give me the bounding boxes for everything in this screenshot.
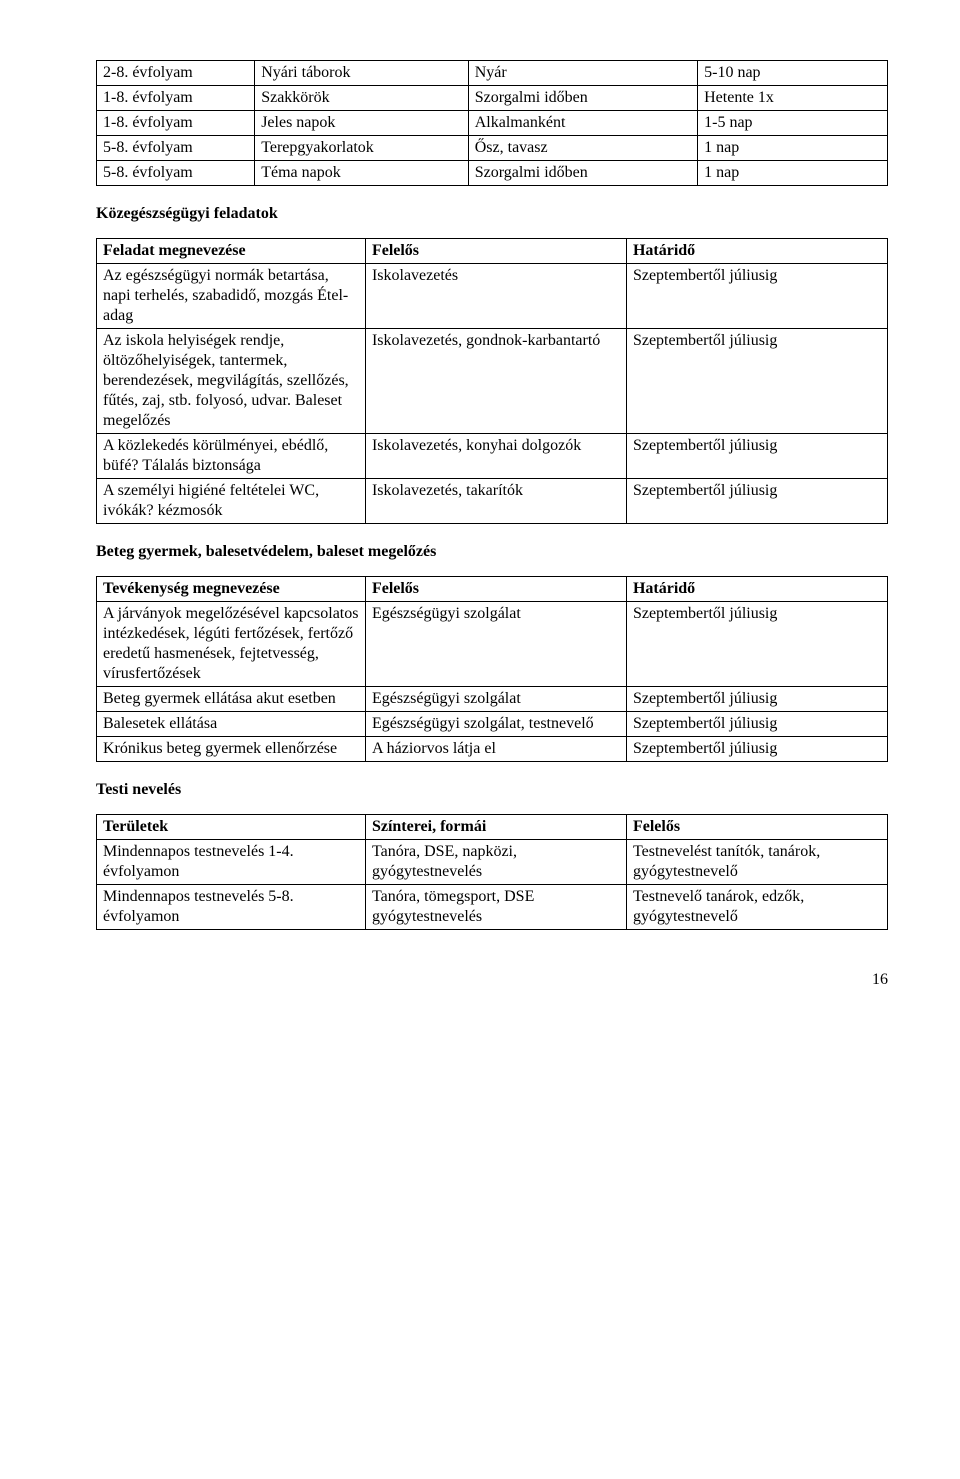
table-row: Mindennapos testnevelés 5-8. évfolyamon …	[97, 885, 888, 930]
cell: Iskolavezetés, gondnok-karbantartó	[365, 329, 626, 434]
physical-education-table: Területek Színterei, formái Felelős Mind…	[96, 814, 888, 930]
section-title-health-tasks: Közegészségügyi feladatok	[96, 204, 888, 224]
table-header: Tevékenység megnevezése Felelős Határidő	[97, 577, 888, 602]
cell: 1-5 nap	[698, 111, 888, 136]
header-cell: Felelős	[365, 577, 626, 602]
cell: Terepgyakorlatok	[255, 136, 469, 161]
cell: Szorgalmi időben	[468, 161, 697, 186]
cell: 1-8. évfolyam	[97, 111, 255, 136]
cell: Nyár	[468, 61, 697, 86]
cell: Krónikus beteg gyermek ellenőrzése	[97, 737, 366, 762]
page-number: 16	[96, 970, 888, 990]
cell: Egészségügyi szolgálat, testnevelő	[365, 712, 626, 737]
cell: 5-10 nap	[698, 61, 888, 86]
cell: Ősz, tavasz	[468, 136, 697, 161]
cell: Balesetek ellátása	[97, 712, 366, 737]
cell: Szeptembertől júliusig	[626, 329, 887, 434]
sick-child-table: Tevékenység megnevezése Felelős Határidő…	[96, 576, 888, 762]
cell: Szeptembertől júliusig	[626, 712, 887, 737]
header-cell: Határidő	[626, 239, 887, 264]
cell: 1 nap	[698, 161, 888, 186]
header-cell: Tevékenység megnevezése	[97, 577, 366, 602]
cell: Szeptembertől júliusig	[626, 737, 887, 762]
table-row: 2-8. évfolyam Nyári táborok Nyár 5-10 na…	[97, 61, 888, 86]
cell: Az egészségügyi normák betartása, napi t…	[97, 264, 366, 329]
table-row: Mindennapos testnevelés 1-4. évfolyamon …	[97, 840, 888, 885]
header-cell: Feladat megnevezése	[97, 239, 366, 264]
table-row: Az egészségügyi normák betartása, napi t…	[97, 264, 888, 329]
header-cell: Határidő	[626, 577, 887, 602]
table-row: 5-8. évfolyam Téma napok Szorgalmi időbe…	[97, 161, 888, 186]
grade-activities-table: 2-8. évfolyam Nyári táborok Nyár 5-10 na…	[96, 60, 888, 186]
header-cell: Területek	[97, 815, 366, 840]
cell: Jeles napok	[255, 111, 469, 136]
cell: Iskolavezetés, takarítók	[365, 479, 626, 524]
cell: A járványok megelőzésével kapcsolatos in…	[97, 602, 366, 687]
cell: Téma napok	[255, 161, 469, 186]
cell: Szeptembertől júliusig	[626, 479, 887, 524]
cell: Szeptembertől júliusig	[626, 264, 887, 329]
table-row: A közlekedés körülményei, ebédlő, büfé? …	[97, 434, 888, 479]
table-row: Az iskola helyiségek rendje, öltözőhelyi…	[97, 329, 888, 434]
table-row: A járványok megelőzésével kapcsolatos in…	[97, 602, 888, 687]
cell: Tanóra, tömegsport, DSE gyógytestnevelés	[365, 885, 626, 930]
cell: Beteg gyermek ellátása akut esetben	[97, 687, 366, 712]
cell: A közlekedés körülményei, ebédlő, büfé? …	[97, 434, 366, 479]
cell: Mindennapos testnevelés 5-8. évfolyamon	[97, 885, 366, 930]
cell: Iskolavezetés, konyhai dolgozók	[365, 434, 626, 479]
cell: Szeptembertől júliusig	[626, 434, 887, 479]
table-row: 1-8. évfolyam Jeles napok Alkalmanként 1…	[97, 111, 888, 136]
table-header: Területek Színterei, formái Felelős	[97, 815, 888, 840]
cell: Testnevelő tanárok, edzők, gyógytestneve…	[626, 885, 887, 930]
cell: Az iskola helyiségek rendje, öltözőhelyi…	[97, 329, 366, 434]
cell: 5-8. évfolyam	[97, 136, 255, 161]
cell: 2-8. évfolyam	[97, 61, 255, 86]
cell: 1-8. évfolyam	[97, 86, 255, 111]
cell: Egészségügyi szolgálat	[365, 602, 626, 687]
cell: Hetente 1x	[698, 86, 888, 111]
cell: A háziorvos látja el	[365, 737, 626, 762]
section-title-sick-child: Beteg gyermek, balesetvédelem, baleset m…	[96, 542, 888, 562]
cell: Tanóra, DSE, napközi, gyógytestnevelés	[365, 840, 626, 885]
table-row: Krónikus beteg gyermek ellenőrzése A ház…	[97, 737, 888, 762]
cell: 1 nap	[698, 136, 888, 161]
cell: Szeptembertől júliusig	[626, 602, 887, 687]
header-cell: Színterei, formái	[365, 815, 626, 840]
table-row: 5-8. évfolyam Terepgyakorlatok Ősz, tava…	[97, 136, 888, 161]
table-header: Feladat megnevezése Felelős Határidő	[97, 239, 888, 264]
cell: Mindennapos testnevelés 1-4. évfolyamon	[97, 840, 366, 885]
table-row: A személyi higiéné feltételei WC, ivókák…	[97, 479, 888, 524]
cell: Alkalmanként	[468, 111, 697, 136]
section-title-physical-education: Testi nevelés	[96, 780, 888, 800]
cell: Nyári táborok	[255, 61, 469, 86]
cell: Szorgalmi időben	[468, 86, 697, 111]
table-row: Balesetek ellátása Egészségügyi szolgála…	[97, 712, 888, 737]
cell: A személyi higiéné feltételei WC, ivókák…	[97, 479, 366, 524]
cell: Szeptembertől júliusig	[626, 687, 887, 712]
cell: Testnevelést tanítók, tanárok, gyógytest…	[626, 840, 887, 885]
cell: 5-8. évfolyam	[97, 161, 255, 186]
table-row: 1-8. évfolyam Szakkörök Szorgalmi időben…	[97, 86, 888, 111]
cell: Szakkörök	[255, 86, 469, 111]
health-tasks-table: Feladat megnevezése Felelős Határidő Az …	[96, 238, 888, 524]
header-cell: Felelős	[626, 815, 887, 840]
header-cell: Felelős	[365, 239, 626, 264]
cell: Iskolavezetés	[365, 264, 626, 329]
cell: Egészségügyi szolgálat	[365, 687, 626, 712]
table-row: Beteg gyermek ellátása akut esetben Egés…	[97, 687, 888, 712]
